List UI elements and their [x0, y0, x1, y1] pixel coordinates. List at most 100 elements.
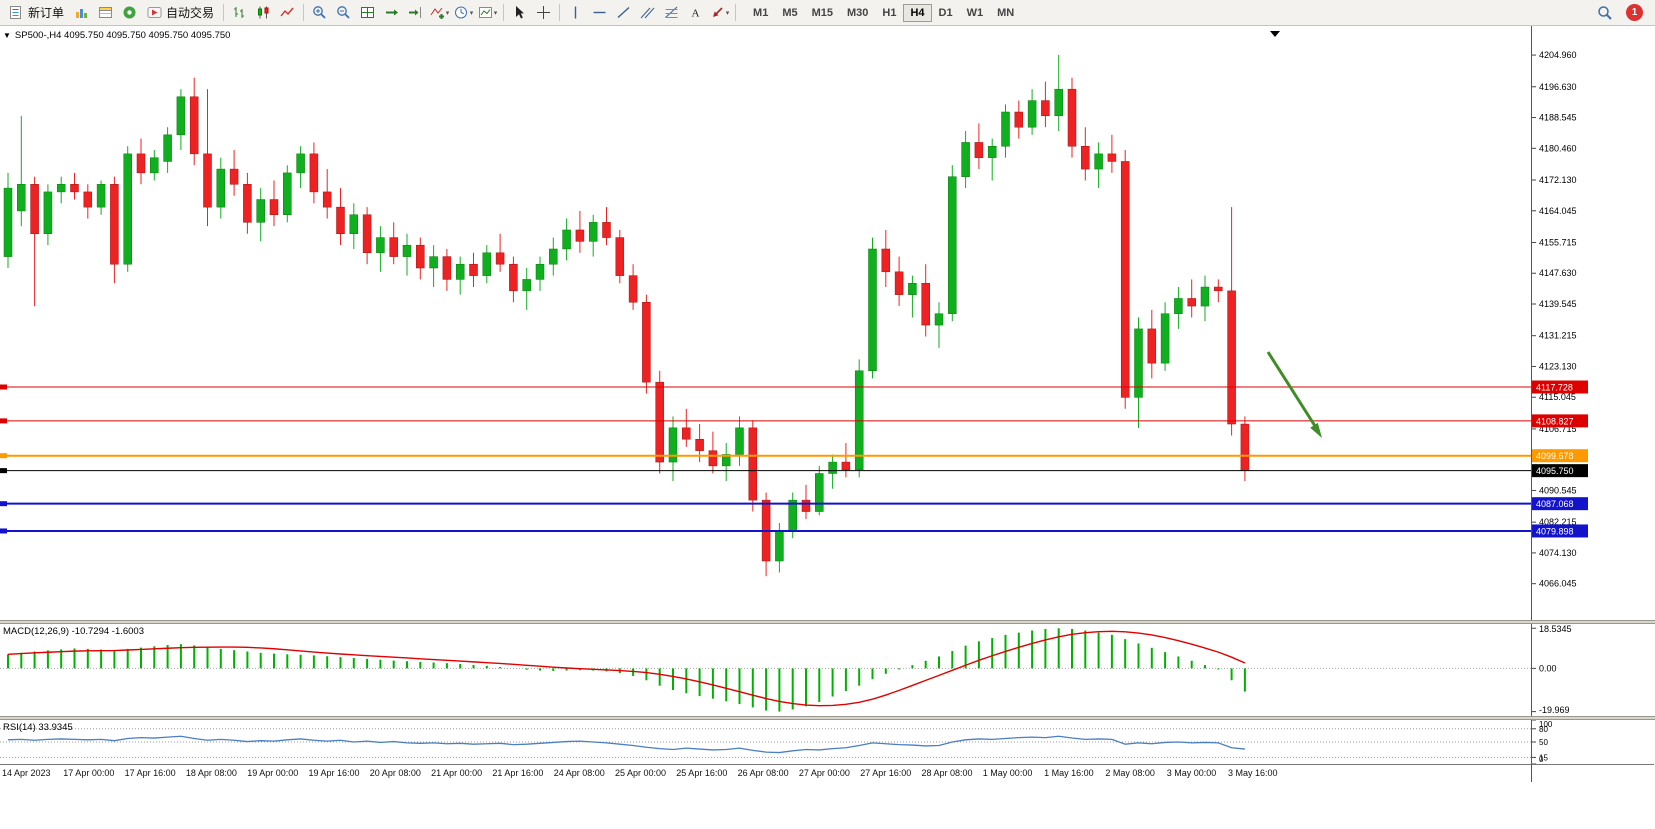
indicators-icon: [430, 5, 445, 20]
notification-badge[interactable]: 1: [1626, 4, 1643, 21]
timeframe-w1[interactable]: W1: [960, 4, 991, 22]
candle: [322, 191, 332, 208]
timeframe-h1[interactable]: H1: [875, 4, 903, 22]
timeframe-mn[interactable]: MN: [990, 4, 1021, 22]
time-axis-label: 21 Apr 00:00: [431, 768, 483, 778]
toolbar-separator: [303, 4, 305, 21]
chart-dropdown-marker[interactable]: [1270, 31, 1280, 37]
candle: [602, 222, 611, 238]
arrow-annotation[interactable]: [1266, 351, 1317, 427]
candle: [562, 229, 571, 250]
candle: [123, 153, 132, 265]
price-tick-label: 4115.045: [1539, 392, 1576, 402]
market-watch-button[interactable]: [70, 2, 93, 24]
auto-trading-button[interactable]: 自动交易: [142, 2, 219, 23]
candle: [642, 302, 651, 383]
time-axis-label: 1 May 16:00: [1044, 768, 1094, 778]
candle: [535, 263, 545, 280]
candle: [136, 153, 146, 174]
zoom-out-button[interactable]: [332, 2, 355, 24]
dropdown-caret: ▾: [445, 9, 450, 17]
candle: [908, 282, 917, 295]
macd-tick-label: -19.969: [1539, 705, 1570, 715]
time-axis-label: 17 Apr 16:00: [124, 768, 176, 778]
chart-shift-button[interactable]: [404, 2, 427, 24]
fibonacci-button[interactable]: [660, 2, 683, 24]
zoom-in-button[interactable]: [308, 2, 331, 24]
tile-windows-button[interactable]: [356, 2, 379, 24]
candle: [509, 263, 518, 292]
timeframe-d1[interactable]: D1: [932, 4, 960, 22]
data-window-icon: [98, 5, 113, 20]
time-axis-label: 21 Apr 16:00: [492, 768, 544, 778]
cursor-button[interactable]: [508, 2, 531, 24]
candle: [1014, 111, 1024, 128]
new-order-button[interactable]: 新订单: [4, 2, 69, 23]
price-tick-label: 4188.545: [1539, 113, 1577, 123]
toolbar: 新订单 自动交易 ▾ ▾ ▾ A ▾ M1 M5 M15 M30 H1 H4 D1 W1 MN …: [0, 0, 1655, 26]
text-button[interactable]: A: [684, 2, 707, 24]
rsi-area[interactable]: RSI(14) 33.9345: [0, 720, 1532, 764]
price-tick-label: 4090.545: [1539, 485, 1577, 495]
timeframe-m1[interactable]: M1: [746, 4, 775, 22]
search-button[interactable]: [1593, 2, 1616, 24]
timeframe-m15[interactable]: M15: [805, 4, 840, 22]
toolbar-right-group: 1: [1593, 2, 1651, 24]
horizontal-line-button[interactable]: [588, 2, 611, 24]
candle: [495, 252, 505, 265]
candle: [1174, 298, 1183, 314]
macd-signal-line: [7, 630, 1246, 707]
trendline-icon: [616, 5, 631, 20]
bar-chart-button[interactable]: [228, 2, 251, 24]
rsi-tick-label: 0: [1539, 755, 1544, 764]
time-axis-label: 25 Apr 00:00: [615, 768, 667, 778]
macd-axis[interactable]: 18.5345 0.00 -19.969: [1532, 624, 1654, 716]
main-chart-area[interactable]: ▼ SP500-,H4 4095.750 4095.750 4095.750 4…: [0, 26, 1532, 620]
vertical-line-button[interactable]: [564, 2, 587, 24]
crosshair-button[interactable]: [532, 2, 555, 24]
timeframe-m5[interactable]: M5: [775, 4, 804, 22]
candle: [682, 427, 691, 440]
rsi-axis[interactable]: 100 80 50 15 0: [1532, 720, 1654, 764]
navigator-button[interactable]: [118, 2, 141, 24]
candle: [30, 184, 39, 235]
horizontal-line-icon: [592, 5, 607, 20]
candlestick-button[interactable]: [252, 2, 275, 24]
svg-text:A: A: [692, 8, 700, 20]
zoom-in-icon: [312, 5, 327, 20]
candle: [96, 184, 106, 208]
time-axis[interactable]: 14 Apr 2023 17 Apr 00:00 17 Apr 16:00 18 Ap…: [0, 764, 1655, 782]
candle: [948, 176, 957, 314]
price-axis[interactable]: 4204.960 4196.630 4188.545 4180.460 4172.130…: [1532, 26, 1654, 620]
candle: [575, 229, 585, 242]
candle: [309, 153, 319, 193]
price-level-tag: [1532, 414, 1588, 428]
trendline-button[interactable]: [612, 2, 635, 24]
pane-divider-rsi[interactable]: [0, 716, 1655, 720]
cursor-icon: [512, 5, 527, 20]
pane-divider-macd[interactable]: [0, 620, 1655, 624]
candle: [628, 275, 638, 303]
level-left-marker: [0, 384, 7, 390]
templates-button[interactable]: ▾: [476, 2, 499, 24]
price-tick-label: 4066.045: [1539, 579, 1577, 589]
indicators-button[interactable]: ▾: [428, 2, 451, 24]
candle: [17, 184, 26, 212]
timeframe-h4[interactable]: H4: [903, 3, 932, 22]
time-axis-label: 3 May 16:00: [1228, 768, 1278, 778]
toolbar-separator: [223, 4, 225, 21]
auto-scroll-button[interactable]: [380, 2, 403, 24]
chart-window-icon[interactable]: ▼: [3, 31, 11, 40]
macd-area[interactable]: MACD(12,26,9) -10.7294 -1.6003: [0, 624, 1532, 716]
price-level-label: 4087.068: [1536, 499, 1574, 509]
periods-button[interactable]: ▾: [452, 2, 475, 24]
price-level-label: 4095.750: [1536, 466, 1574, 476]
timeframe-m30[interactable]: M30: [840, 4, 875, 22]
candle: [921, 282, 930, 326]
candle: [349, 214, 359, 235]
channel-button[interactable]: [636, 2, 659, 24]
line-chart-button[interactable]: [276, 2, 299, 24]
data-window-button[interactable]: [94, 2, 117, 24]
time-axis-label: 1 May 00:00: [982, 768, 1033, 778]
arrows-button[interactable]: ▾: [708, 2, 731, 24]
